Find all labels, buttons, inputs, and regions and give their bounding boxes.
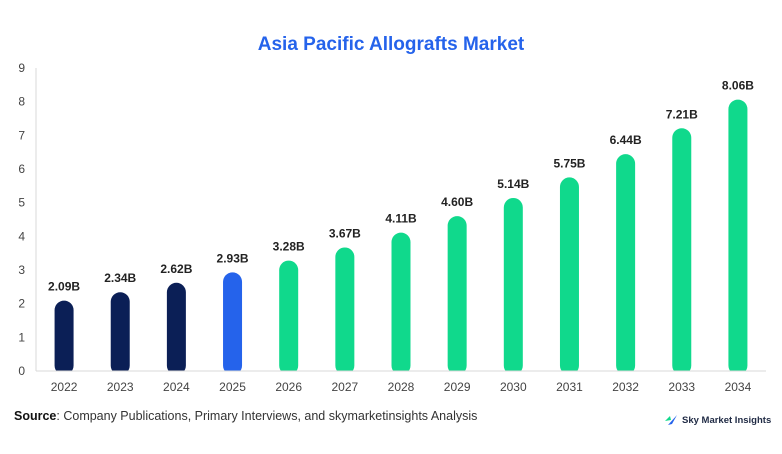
data-label-2029: 4.60B bbox=[441, 195, 473, 209]
x-tick-label-2024: 2024 bbox=[163, 380, 190, 394]
brand-logo: Sky Market Insights bbox=[664, 413, 771, 427]
bar-2028 bbox=[391, 232, 411, 375]
bar-2033 bbox=[672, 128, 692, 375]
bars bbox=[36, 99, 767, 377]
x-tick-labels: 2022 2023 2024 2025 2026 2027 2028 2029 2030 2031… bbox=[51, 380, 752, 394]
sky-market-insights-logo-icon bbox=[665, 415, 677, 425]
data-label-2025: 2.93B bbox=[217, 251, 249, 265]
data-label-2026: 3.28B bbox=[273, 240, 305, 254]
bar-chart: 0 1 2 3 4 5 6 7 8 9 2.09B 2.34B 2.62B 2.93B 3.28B 3.67… bbox=[18, 61, 767, 394]
axis-baseline-mask bbox=[37, 371, 767, 377]
y-tick-label: 8 bbox=[18, 95, 25, 109]
y-tick-label: 6 bbox=[18, 162, 25, 176]
x-tick-label-2026: 2026 bbox=[275, 380, 302, 394]
x-tick-label-2031: 2031 bbox=[556, 380, 583, 394]
bar-data-labels: 2.09B 2.34B 2.62B 2.93B 3.28B 3.67B 4.11B 4.60B… bbox=[48, 79, 754, 294]
y-tick-labels: 0 1 2 3 4 5 6 7 8 9 bbox=[18, 61, 25, 378]
x-tick-label-2027: 2027 bbox=[331, 380, 358, 394]
y-tick-label: 1 bbox=[18, 330, 25, 344]
y-tick-label: 2 bbox=[18, 297, 25, 311]
data-label-2030: 5.14B bbox=[497, 177, 529, 191]
x-tick-label-2022: 2022 bbox=[51, 380, 78, 394]
y-tick-label: 4 bbox=[18, 229, 25, 243]
y-tick-label: 7 bbox=[18, 128, 25, 142]
data-label-2032: 6.44B bbox=[610, 133, 642, 147]
y-tick-label: 5 bbox=[18, 196, 25, 210]
bar-2022 bbox=[54, 300, 74, 375]
data-label-2027: 3.67B bbox=[329, 226, 361, 240]
data-label-2022: 2.09B bbox=[48, 280, 80, 294]
y-tick-label: 0 bbox=[18, 364, 25, 378]
data-label-2034: 8.06B bbox=[722, 79, 754, 93]
x-tick-label-2033: 2033 bbox=[668, 380, 695, 394]
x-tick-label-2029: 2029 bbox=[444, 380, 471, 394]
bar-2029 bbox=[447, 216, 467, 375]
x-tick-label-2023: 2023 bbox=[107, 380, 134, 394]
x-tick-label-2028: 2028 bbox=[388, 380, 415, 394]
bar-2034 bbox=[728, 99, 748, 375]
bar-2026 bbox=[279, 260, 299, 375]
data-label-2023: 2.34B bbox=[104, 271, 136, 285]
x-tick-label-2030: 2030 bbox=[500, 380, 527, 394]
bar-2030 bbox=[503, 197, 523, 375]
source-label: Source bbox=[14, 409, 57, 423]
data-label-2028: 4.11B bbox=[385, 212, 417, 226]
bar-2027 bbox=[335, 247, 355, 375]
brand-name: Sky Market Insights bbox=[682, 414, 772, 426]
x-tick-label-2034: 2034 bbox=[725, 380, 752, 394]
bar-2032 bbox=[616, 154, 636, 375]
x-tick-label-2032: 2032 bbox=[612, 380, 639, 394]
source-text: : Company Publications, Primary Intervie… bbox=[56, 409, 478, 423]
x-tick-label-2025: 2025 bbox=[219, 380, 246, 394]
bar-2023 bbox=[110, 292, 130, 375]
data-label-2031: 5.75B bbox=[553, 156, 585, 170]
bar-2031 bbox=[559, 177, 579, 375]
source-note: Source: Company Publications, Primary In… bbox=[14, 409, 477, 423]
bar-2025 bbox=[223, 272, 243, 375]
data-label-2024: 2.62B bbox=[160, 262, 192, 276]
bar-2024 bbox=[166, 282, 186, 375]
chart-title: Asia Pacific Allografts Market bbox=[257, 34, 525, 55]
data-label-2033: 7.21B bbox=[666, 107, 698, 121]
y-tick-label: 9 bbox=[18, 61, 25, 75]
y-tick-label: 3 bbox=[18, 263, 25, 277]
